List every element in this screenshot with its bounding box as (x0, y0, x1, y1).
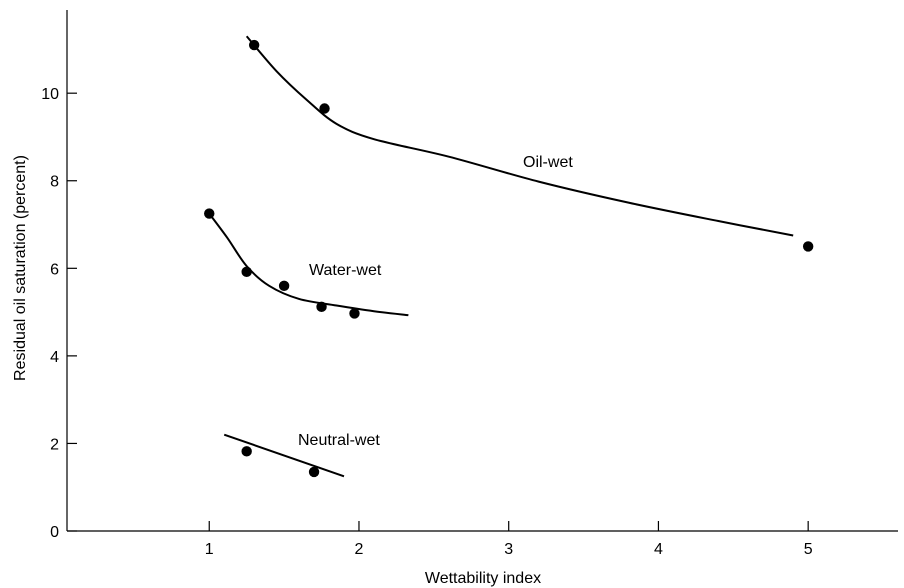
water-wet-data-point (316, 301, 327, 313)
neutral-wet-curve (223, 433, 345, 478)
water-wet-data-point (349, 308, 360, 319)
data-points (204, 39, 814, 478)
x-tick-label: 5 (804, 541, 813, 558)
series-labels: Oil-wet Water-wet Neutral-wet (298, 154, 573, 449)
y-tick-label: 8 (50, 174, 59, 191)
y-tick-label: 2 (50, 436, 59, 453)
neutral-wet-data-point (308, 466, 320, 478)
y-axis-ticks: 0 2 4 6 8 10 (41, 86, 77, 541)
water-wet-curve (208, 212, 409, 317)
y-tick-label: 4 (50, 349, 59, 366)
oil-wet-data-point (802, 241, 814, 252)
x-tick-label: 2 (355, 541, 364, 558)
x-tick-label: 3 (504, 541, 513, 558)
neutral-wet-data-point (241, 446, 252, 457)
water-wet-data-point (278, 280, 290, 292)
y-tick-label: 0 (50, 524, 59, 541)
y-tick-label: 6 (50, 261, 59, 278)
fitted-curves (208, 35, 794, 478)
y-axis-title: Residual oil saturation (percent) (12, 155, 29, 381)
x-axis-ticks: 1 2 3 4 5 (205, 521, 813, 558)
y-tick-label: 10 (41, 86, 59, 103)
water-wet-label: Water-wet (309, 262, 382, 279)
axes (66, 10, 898, 532)
x-tick-label: 1 (205, 541, 214, 558)
oil-wet-label: Oil-wet (523, 154, 573, 171)
oil-wet-curve (245, 35, 794, 237)
x-axis-title: Wettability index (425, 570, 541, 587)
water-wet-data-point (204, 208, 215, 219)
water-wet-data-point (241, 266, 252, 278)
oil-wet-data-point (319, 103, 330, 114)
neutral-wet-label: Neutral-wet (298, 432, 380, 449)
oil-wet-data-point (248, 39, 260, 51)
x-tick-label: 4 (654, 541, 663, 558)
